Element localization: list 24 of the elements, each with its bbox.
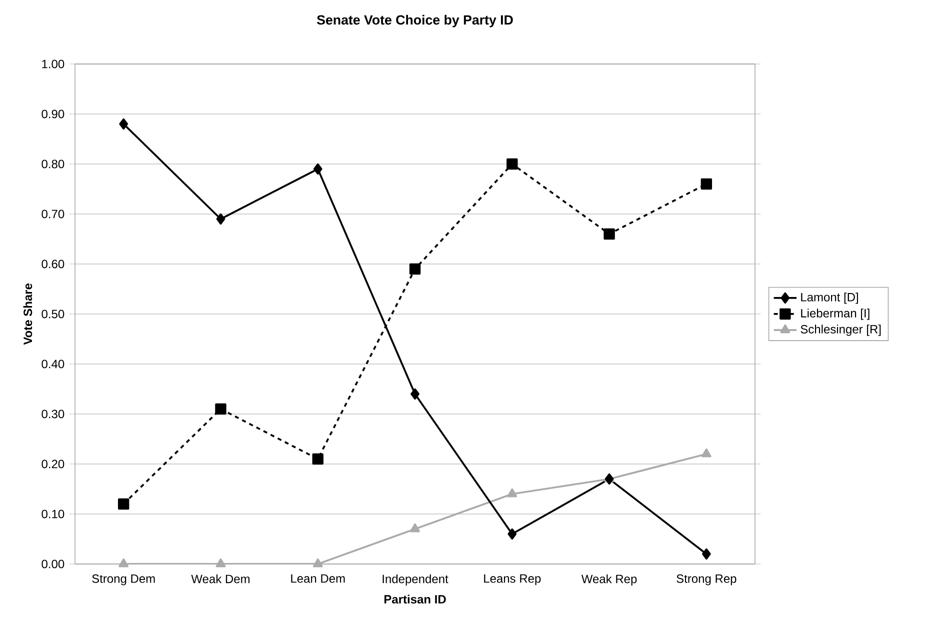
legend-label: Lieberman [I] — [801, 308, 870, 320]
y-tick-label: 0.00 — [42, 560, 64, 568]
x-tick-label: Lean Dem — [291, 574, 345, 583]
y-tick-label: 0.20 — [42, 460, 64, 468]
chart-title: Senate Vote Choice by Party ID — [316, 14, 513, 28]
x-axis-title: Partisan ID — [384, 594, 446, 604]
legend-label: Lamont [D] — [801, 292, 858, 304]
x-tick-label: Weak Dem — [191, 574, 250, 584]
y-axis-title: Vote Share — [23, 284, 32, 345]
x-tick-label: Weak Rep — [581, 574, 637, 586]
y-tick-label: 0.10 — [42, 510, 64, 518]
y-tick-label: 1.00 — [42, 60, 64, 68]
x-tick-label: Leans Rep — [484, 574, 541, 586]
y-tick-label: 0.40 — [42, 360, 64, 368]
x-tick-label: Independent — [382, 574, 448, 586]
y-tick-label: 0.60 — [42, 260, 64, 268]
x-tick-label: Strong Dem — [92, 574, 155, 586]
y-tick-label: 0.50 — [42, 310, 64, 318]
legend-label: Schlesinger [R] — [800, 324, 881, 336]
y-tick-label: 0.80 — [42, 160, 64, 168]
y-tick-label: 0.30 — [42, 410, 64, 418]
y-tick-label: 0.70 — [42, 210, 64, 218]
x-tick-label: Strong Rep — [676, 574, 736, 586]
y-tick-label: 0.90 — [42, 110, 64, 118]
